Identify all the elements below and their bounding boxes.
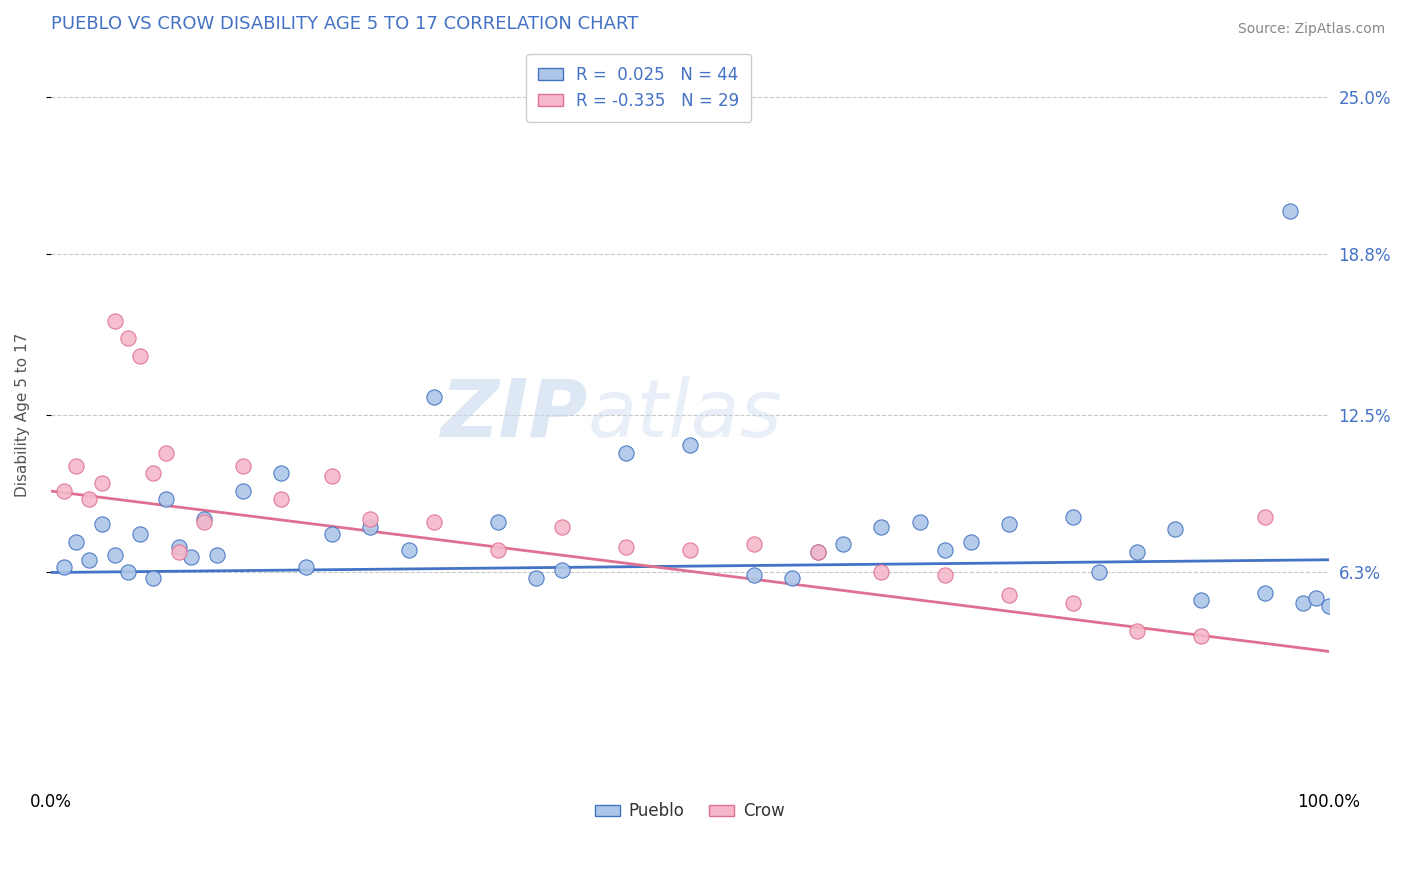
Point [679, 542, 702, 557]
Text: Source: ZipAtlas.com: Source: ZipAtlas.com [1237, 22, 1385, 37]
Point [295, 560, 318, 574]
Point [155, 491, 177, 506]
Point [167, 540, 190, 554]
Point [832, 537, 855, 551]
Point [52, 484, 75, 499]
Point [359, 519, 381, 533]
Point [1305, 591, 1327, 605]
Point [679, 438, 702, 452]
Point [423, 390, 446, 404]
Point [1164, 522, 1187, 536]
Point [155, 446, 177, 460]
Point [423, 515, 446, 529]
Point [77, 491, 100, 506]
Point [117, 331, 139, 345]
Point [1189, 629, 1212, 643]
Point [321, 468, 343, 483]
Point [205, 548, 228, 562]
Point [614, 446, 637, 460]
Point [359, 512, 381, 526]
Point [270, 467, 292, 481]
Point [1254, 509, 1277, 524]
Point [104, 313, 127, 327]
Point [1126, 545, 1149, 559]
Point [998, 588, 1021, 602]
Point [870, 519, 893, 533]
Text: atlas: atlas [588, 376, 782, 454]
Point [1062, 596, 1084, 610]
Point [1279, 204, 1302, 219]
Point [231, 484, 253, 499]
Point [806, 545, 828, 559]
Point [908, 515, 931, 529]
Point [934, 568, 956, 582]
Point [780, 571, 803, 585]
Point [129, 527, 152, 541]
Point [1126, 624, 1149, 638]
Text: PUEBLO VS CROW DISABILITY AGE 5 TO 17 CORRELATION CHART: PUEBLO VS CROW DISABILITY AGE 5 TO 17 CO… [51, 15, 638, 33]
Point [321, 527, 343, 541]
Point [870, 566, 893, 580]
Point [142, 467, 165, 481]
Point [1254, 586, 1277, 600]
Point [193, 512, 215, 526]
Legend: Pueblo, Crow: Pueblo, Crow [589, 796, 792, 827]
Point [117, 566, 139, 580]
Point [614, 540, 637, 554]
Point [742, 568, 765, 582]
Point [934, 542, 956, 557]
Point [270, 491, 292, 506]
Point [231, 458, 253, 473]
Point [960, 535, 983, 549]
Point [1087, 566, 1109, 580]
Point [742, 537, 765, 551]
Point [91, 476, 114, 491]
Point [1189, 593, 1212, 607]
Point [806, 545, 828, 559]
Point [486, 515, 509, 529]
Point [193, 515, 215, 529]
Point [1062, 509, 1084, 524]
Point [77, 553, 100, 567]
Point [526, 571, 548, 585]
Point [998, 517, 1021, 532]
Point [65, 458, 87, 473]
Point [129, 349, 152, 363]
Text: ZIP: ZIP [440, 376, 588, 454]
Point [167, 545, 190, 559]
Point [398, 542, 420, 557]
Point [104, 548, 127, 562]
Point [486, 542, 509, 557]
Y-axis label: Disability Age 5 to 17: Disability Age 5 to 17 [15, 333, 30, 497]
Point [551, 519, 574, 533]
Point [91, 517, 114, 532]
Point [65, 535, 87, 549]
Point [142, 571, 165, 585]
Point [551, 563, 574, 577]
Point [180, 550, 202, 565]
Point [1317, 599, 1340, 613]
Point [1292, 596, 1315, 610]
Point [52, 560, 75, 574]
